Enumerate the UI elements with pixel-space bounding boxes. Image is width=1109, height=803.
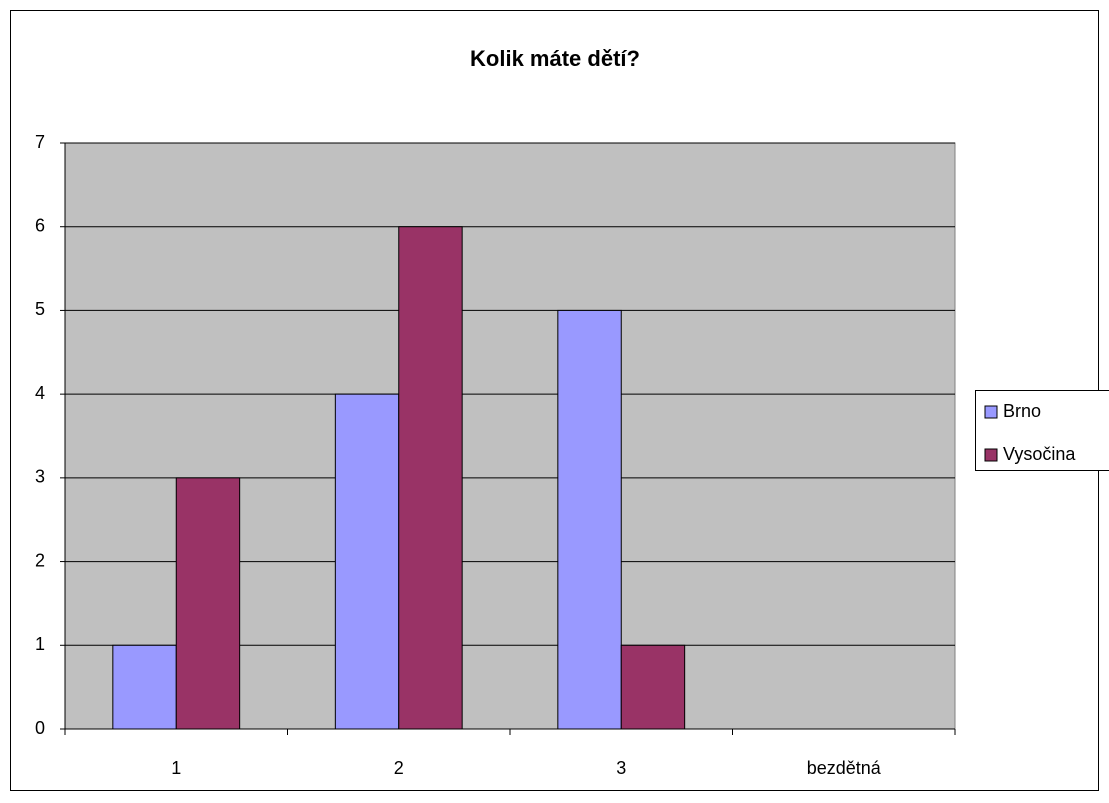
legend-label: Brno (1003, 401, 1041, 421)
legend-swatch (984, 405, 998, 419)
legend-label: Vysočina (1003, 444, 1076, 464)
x-tick-label: 2 (394, 758, 404, 778)
x-tick-label: 3 (616, 758, 626, 778)
x-tick-label: bezdětná (807, 758, 882, 778)
x-tick-label: 1 (171, 758, 181, 778)
bar (334, 393, 400, 730)
y-tick-label: 6 (35, 215, 45, 235)
y-tick-label: 2 (35, 550, 45, 570)
bar (620, 644, 686, 730)
y-tick-label: 5 (35, 299, 45, 319)
chart-title: Kolik máte dětí? (470, 46, 640, 71)
bar (175, 477, 241, 730)
y-tick-label: 0 (35, 718, 45, 738)
y-tick-label: 7 (35, 132, 45, 152)
y-tick-label: 1 (35, 634, 45, 654)
y-tick-label: 3 (35, 467, 45, 487)
legend (975, 390, 1109, 471)
bar (112, 644, 177, 730)
legend-swatch (984, 448, 998, 462)
y-tick-label: 4 (35, 383, 45, 403)
bar (557, 309, 622, 730)
bar (398, 226, 463, 730)
